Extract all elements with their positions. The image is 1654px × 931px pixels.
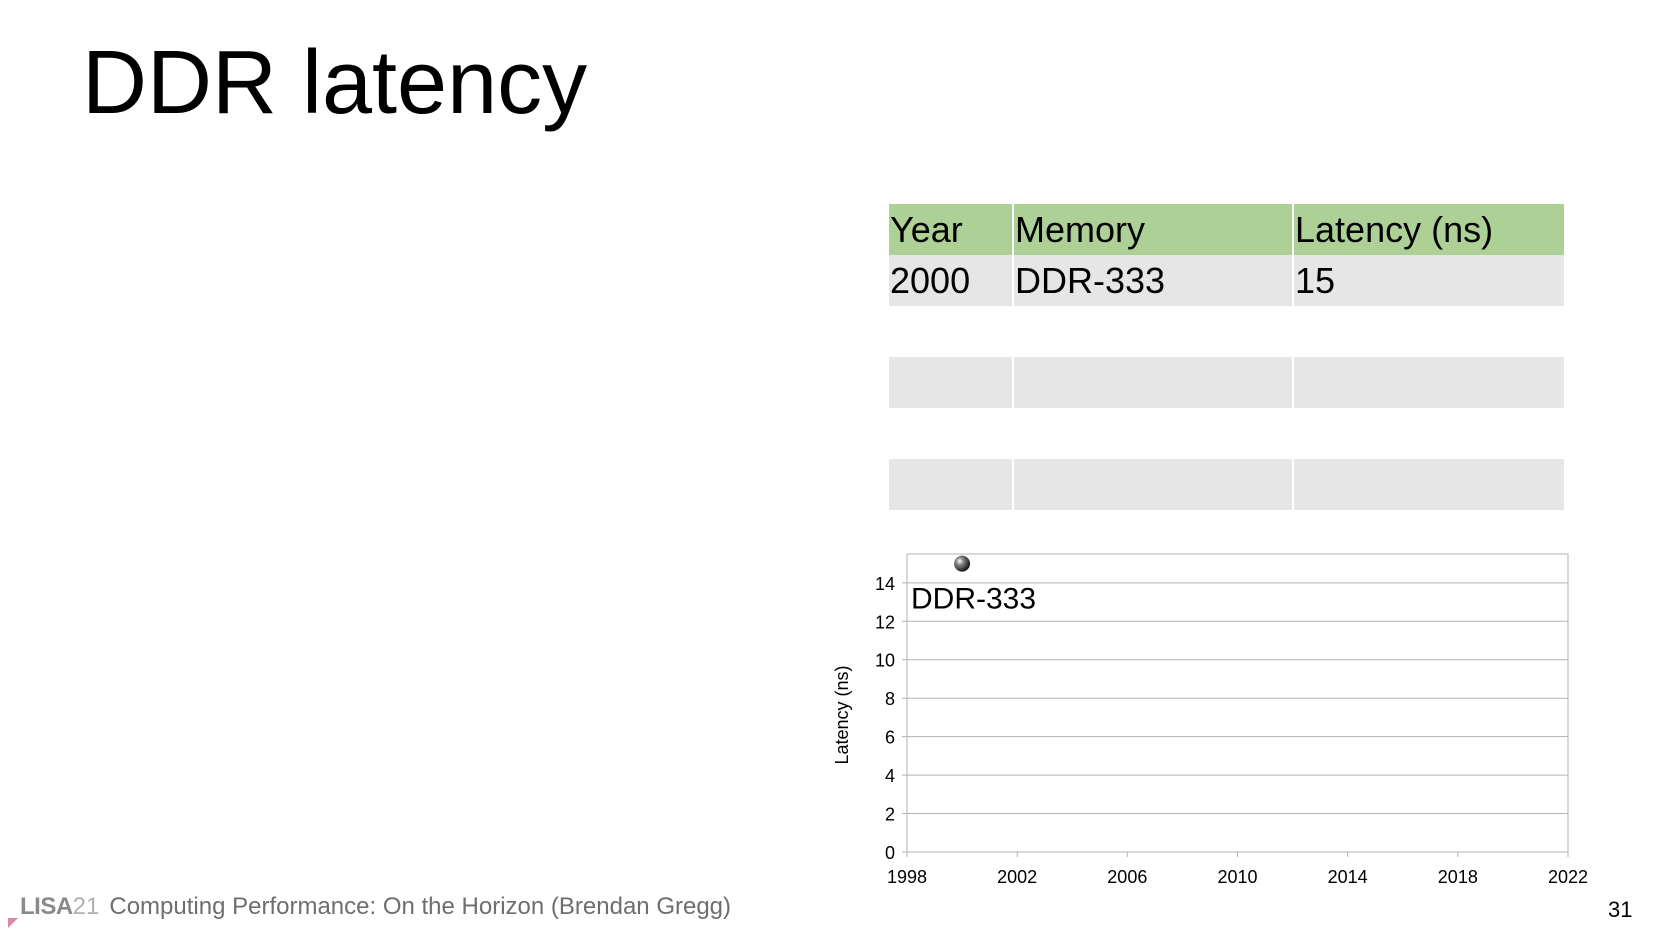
cell-memory: DDR-333 — [1013, 255, 1294, 306]
x-tick-label: 1998 — [887, 867, 927, 885]
cell-memory — [1013, 306, 1294, 357]
y-tick-label: 0 — [885, 843, 895, 863]
table-row — [889, 357, 1566, 408]
cell-year — [889, 357, 1014, 408]
y-tick-label: 10 — [875, 651, 895, 671]
cell-latency: 15 — [1293, 255, 1566, 306]
table-header-row: Year Memory Latency (ns) — [889, 204, 1566, 255]
x-tick-label: 2014 — [1328, 867, 1368, 885]
y-tick-label: 12 — [875, 612, 895, 632]
cell-year — [889, 306, 1014, 357]
data-point — [954, 555, 971, 572]
footer: LISA 21 Computing Performance: On the Ho… — [20, 892, 731, 922]
header-memory: Memory — [1013, 204, 1294, 255]
y-tick-label: 8 — [885, 689, 895, 709]
x-tick-label: 2010 — [1217, 867, 1257, 885]
cell-latency — [1293, 408, 1566, 459]
y-tick-label: 14 — [875, 574, 895, 594]
y-axis-label: Latency (ns) — [832, 665, 852, 764]
table-row — [889, 459, 1566, 510]
cell-memory — [1013, 408, 1294, 459]
cell-memory — [1013, 357, 1294, 408]
cell-latency — [1293, 306, 1566, 357]
x-tick-label: 2002 — [997, 867, 1037, 885]
cell-memory — [1013, 459, 1294, 510]
cell-year — [889, 408, 1014, 459]
latency-table: Year Memory Latency (ns) 2000 DDR-333 15 — [889, 204, 1566, 510]
cell-latency — [1293, 459, 1566, 510]
header-year: Year — [889, 204, 1014, 255]
cell-latency — [1293, 357, 1566, 408]
table-row — [889, 408, 1566, 459]
x-tick-label: 2018 — [1438, 867, 1478, 885]
data-label: DDR-333 — [911, 583, 1036, 616]
footer-text: Computing Performance: On the Horizon (B… — [109, 893, 732, 920]
header-latency: Latency (ns) — [1293, 204, 1566, 255]
y-tick-label: 2 — [885, 805, 895, 825]
x-tick-label: 2022 — [1548, 867, 1588, 885]
cell-year — [889, 459, 1014, 510]
corner-mark — [8, 918, 18, 928]
lisa-logo-number: 21 — [72, 893, 100, 920]
table-row — [889, 306, 1566, 357]
y-tick-label: 6 — [885, 728, 895, 748]
slide-title: DDR latency — [82, 33, 588, 133]
page-number: 31 — [1608, 897, 1633, 922]
lisa-logo: LISA — [20, 893, 73, 920]
x-tick-label: 2006 — [1107, 867, 1147, 885]
cell-year: 2000 — [889, 255, 1014, 306]
y-tick-label: 4 — [885, 766, 895, 786]
table-row: 2000 DDR-333 15 — [889, 255, 1566, 306]
